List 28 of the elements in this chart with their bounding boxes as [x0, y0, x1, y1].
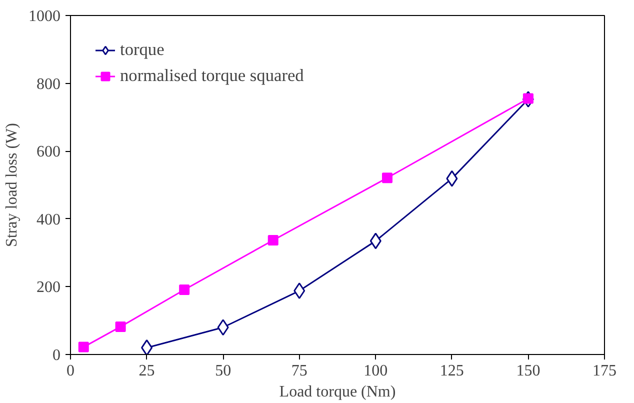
legend-label: normalised torque squared	[120, 66, 304, 86]
x-tick-label: 100	[364, 362, 388, 380]
x-tick-label: 50	[215, 362, 232, 380]
x-tick-label: 25	[138, 362, 155, 380]
y-tick-label: 600	[36, 144, 60, 161]
point	[382, 172, 392, 184]
point	[294, 282, 306, 300]
legend-label: torque	[120, 40, 164, 60]
point	[446, 170, 458, 187]
point	[78, 342, 89, 352]
x-tick-label: 125	[440, 362, 464, 380]
y-tick-label: 800	[36, 76, 60, 93]
x-tick-label: 0	[66, 362, 74, 380]
y-tick-label: 0	[52, 347, 60, 364]
x-tick-label: 75	[291, 362, 308, 380]
y-tick-label: 200	[36, 279, 60, 296]
point	[141, 339, 153, 354]
point	[268, 235, 278, 246]
point	[115, 321, 126, 332]
point	[217, 319, 229, 336]
y-tick-label: 400	[36, 211, 60, 228]
x-tick-label: 150	[516, 362, 540, 380]
x-axis-title: Load torque (Nm)	[279, 384, 396, 400]
x-tick-label: 175	[592, 362, 616, 380]
y-axis-title: Stray load loss (W)	[4, 123, 20, 247]
point	[370, 232, 382, 250]
y-tick-label: 1000	[28, 8, 60, 25]
point	[179, 284, 190, 295]
